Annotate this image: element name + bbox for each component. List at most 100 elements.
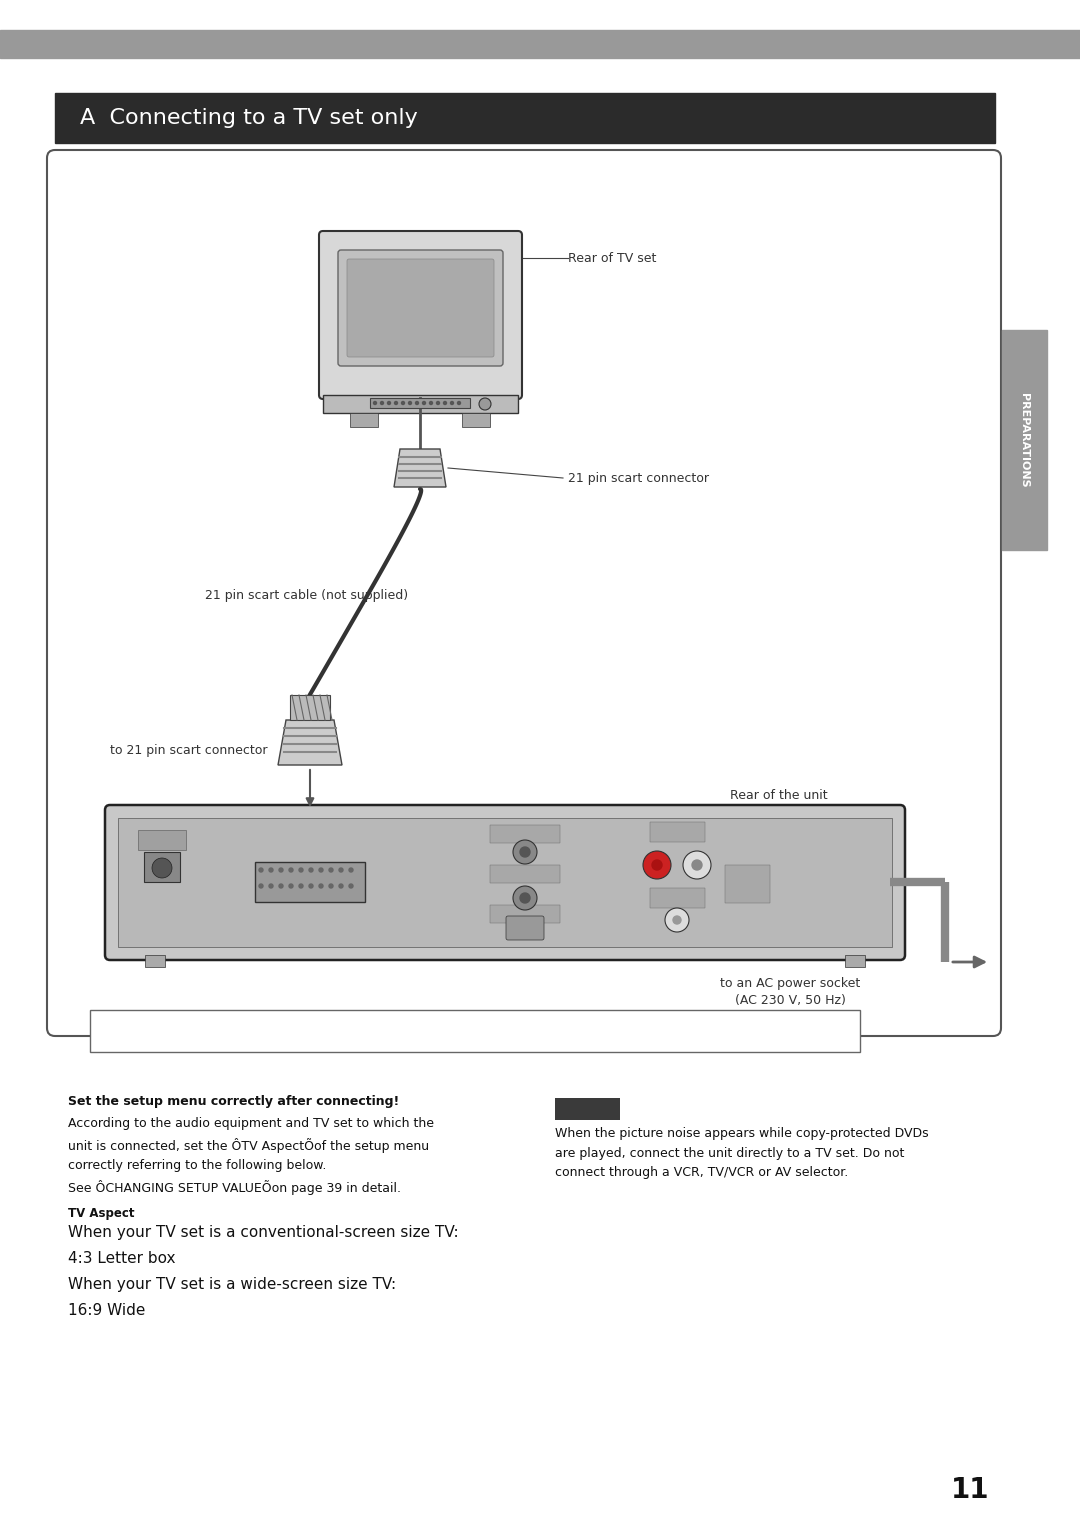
Circle shape — [513, 887, 537, 909]
Text: When the picture noise appears while copy-protected DVDs
are played, connect the: When the picture noise appears while cop… — [555, 1128, 929, 1180]
Circle shape — [339, 884, 343, 888]
Text: A  Connecting to a TV set only: A Connecting to a TV set only — [80, 108, 418, 128]
Circle shape — [279, 868, 283, 871]
Text: When your TV set is equipped with an S-video input terminal, see page 17.: When your TV set is equipped with an S-v… — [102, 1024, 545, 1038]
Text: VIDEO
OUT: VIDEO OUT — [670, 893, 685, 903]
Circle shape — [329, 868, 333, 871]
Bar — [650, 888, 705, 908]
Text: PREPARATIONS: PREPARATIONS — [1020, 392, 1029, 487]
Text: 21 pin scart cable (not supplied): 21 pin scart cable (not supplied) — [205, 589, 408, 601]
Polygon shape — [394, 449, 446, 487]
Bar — [118, 818, 892, 948]
Bar — [650, 823, 705, 842]
Circle shape — [374, 401, 377, 404]
Circle shape — [329, 884, 333, 888]
Circle shape — [513, 839, 537, 864]
Text: NTSC
PAL: NTSC PAL — [741, 870, 755, 881]
Text: NOTE: NOTE — [570, 1103, 604, 1114]
Text: OUT: OUT — [518, 925, 531, 931]
Bar — [323, 395, 518, 414]
Circle shape — [416, 401, 419, 404]
Bar — [490, 905, 561, 923]
Text: 16:9 Wide: 16:9 Wide — [68, 1303, 146, 1318]
Text: When your TV set is a conventional-screen size TV:: When your TV set is a conventional-scree… — [68, 1225, 459, 1241]
Bar — [490, 826, 561, 842]
Bar — [845, 955, 865, 967]
Text: 21 pin scart connector: 21 pin scart connector — [568, 472, 708, 484]
Bar — [555, 1099, 620, 1120]
Circle shape — [458, 401, 460, 404]
Text: Rear of the unit: Rear of the unit — [730, 789, 827, 801]
Circle shape — [692, 861, 702, 870]
Polygon shape — [278, 720, 342, 765]
Circle shape — [259, 868, 264, 871]
Bar — [144, 852, 180, 882]
Circle shape — [408, 401, 411, 404]
Text: DIGITAL OUT: DIGITAL OUT — [510, 832, 540, 836]
Text: to an AC power socket
(AC 230 V, 50 Hz): to an AC power socket (AC 230 V, 50 Hz) — [720, 977, 860, 1007]
Bar — [255, 862, 365, 902]
Circle shape — [319, 884, 323, 888]
Text: to 21 pin scart connector: to 21 pin scart connector — [110, 743, 268, 757]
Circle shape — [388, 401, 391, 404]
Circle shape — [309, 884, 313, 888]
Circle shape — [652, 861, 662, 870]
Circle shape — [339, 868, 343, 871]
Circle shape — [319, 868, 323, 871]
Circle shape — [422, 401, 426, 404]
FancyBboxPatch shape — [347, 259, 494, 357]
FancyBboxPatch shape — [105, 806, 905, 960]
Circle shape — [436, 401, 440, 404]
Bar — [1002, 330, 1047, 549]
Circle shape — [299, 868, 303, 871]
Bar — [462, 414, 490, 427]
Circle shape — [444, 401, 446, 404]
FancyBboxPatch shape — [338, 250, 503, 366]
Circle shape — [349, 884, 353, 888]
Circle shape — [380, 401, 383, 404]
Text: Rear of TV set: Rear of TV set — [568, 252, 657, 264]
Circle shape — [269, 868, 273, 871]
Circle shape — [309, 868, 313, 871]
Text: COAXIAL: COAXIAL — [514, 871, 536, 876]
Text: When your TV set is a wide-screen size TV:: When your TV set is a wide-screen size T… — [68, 1277, 396, 1293]
Circle shape — [683, 852, 711, 879]
Text: AUDIO
OUT: AUDIO OUT — [670, 827, 685, 838]
Text: Set the setup menu correctly after connecting!: Set the setup menu correctly after conne… — [68, 1096, 400, 1108]
FancyBboxPatch shape — [48, 150, 1001, 1036]
Bar — [0, 31, 1080, 58]
Bar — [138, 830, 186, 850]
Circle shape — [299, 884, 303, 888]
Circle shape — [279, 884, 283, 888]
Bar — [55, 93, 995, 143]
Text: DIGITAL
OUT: DIGITAL OUT — [151, 835, 173, 845]
Text: S.VIDEO: S.VIDEO — [515, 911, 535, 917]
FancyBboxPatch shape — [319, 230, 522, 398]
Text: 11: 11 — [950, 1476, 989, 1505]
Text: 4:3 Letter box: 4:3 Letter box — [68, 1251, 175, 1267]
Circle shape — [289, 884, 293, 888]
Circle shape — [289, 868, 293, 871]
Bar — [350, 414, 378, 427]
Bar — [490, 865, 561, 884]
Bar — [145, 955, 165, 967]
Circle shape — [152, 858, 172, 877]
Circle shape — [430, 401, 432, 404]
Circle shape — [665, 908, 689, 932]
Circle shape — [519, 847, 530, 858]
FancyBboxPatch shape — [507, 916, 544, 940]
Circle shape — [259, 884, 264, 888]
Circle shape — [673, 916, 681, 925]
Circle shape — [349, 868, 353, 871]
Bar — [370, 398, 470, 407]
Text: According to the audio equipment and TV set to which the
unit is connected, set : According to the audio equipment and TV … — [68, 1117, 434, 1195]
Circle shape — [519, 893, 530, 903]
Circle shape — [450, 401, 454, 404]
Circle shape — [269, 884, 273, 888]
Bar — [725, 865, 770, 903]
Circle shape — [394, 401, 397, 404]
Bar — [291, 694, 330, 720]
Circle shape — [480, 398, 491, 410]
Bar — [90, 1010, 860, 1051]
Text: TV Aspect: TV Aspect — [68, 1207, 135, 1219]
